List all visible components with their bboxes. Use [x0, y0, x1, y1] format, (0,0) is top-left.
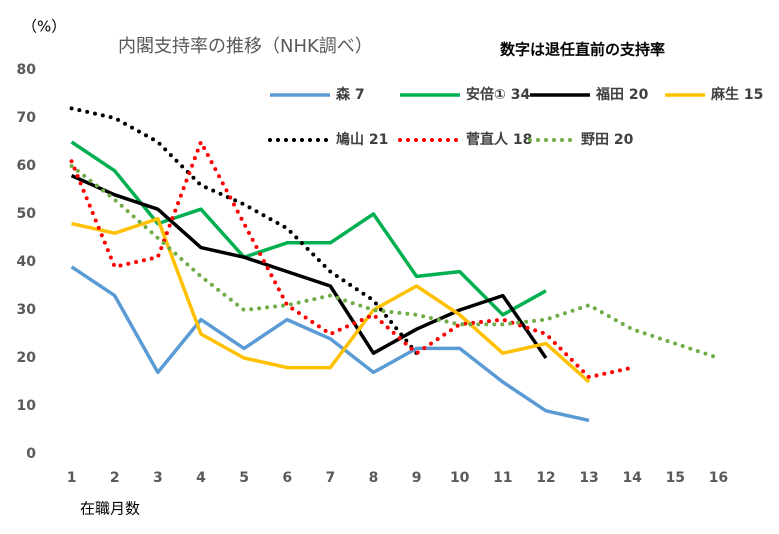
legend-label: 安倍① 34: [466, 86, 530, 103]
legend-label: 福田 20: [595, 86, 649, 103]
y-tick-label: 30: [17, 302, 37, 318]
x-tick-label: 14: [622, 470, 642, 486]
y-tick-label: 0: [26, 446, 36, 462]
y-tick-label: 20: [17, 350, 37, 366]
y-tick-label: 10: [17, 398, 37, 414]
y-tick-label: 80: [17, 62, 37, 78]
series-line: [69, 106, 419, 356]
x-tick-label: 12: [536, 470, 555, 486]
series-line: [70, 174, 548, 359]
y-tick-label: 60: [17, 158, 37, 174]
x-tick-label: 13: [579, 470, 598, 486]
x-tick-label: 1: [67, 470, 77, 486]
legend-label: 森 7: [336, 86, 365, 103]
x-tick-label: 6: [282, 470, 292, 486]
annotation: 数字は退任直前の支持率: [500, 41, 665, 59]
series-line: [70, 265, 590, 423]
y-tick-label: 40: [17, 254, 37, 270]
x-tick-label: 15: [666, 470, 685, 486]
y-tick-label: 70: [17, 110, 37, 126]
series-line: [70, 140, 547, 317]
x-tick-label: 3: [153, 470, 163, 486]
x-tick-label: 11: [493, 470, 512, 486]
x-tick-label: 10: [450, 470, 470, 486]
y-axis-label: （%）: [22, 18, 66, 36]
chart-title: 内閣支持率の推移（NHK調べ）: [118, 36, 373, 57]
x-tick-label: 7: [325, 470, 335, 486]
legend-label: 菅直人 18: [466, 131, 532, 148]
x-tick-label: 8: [369, 470, 379, 486]
legend-label: 鳩山 21: [336, 131, 388, 148]
x-tick-label: 9: [412, 470, 422, 486]
y-tick-label: 50: [17, 206, 37, 222]
x-tick-label: 4: [196, 470, 206, 486]
x-axis-label: 在職月数: [80, 500, 140, 518]
series-line: [71, 217, 591, 384]
legend-label: 野田 20: [581, 132, 634, 148]
x-tick-label: 16: [709, 470, 728, 486]
x-tick-label: 2: [110, 470, 120, 486]
x-tick-label: 5: [239, 470, 249, 486]
legend-label: 麻生 15: [710, 86, 763, 103]
